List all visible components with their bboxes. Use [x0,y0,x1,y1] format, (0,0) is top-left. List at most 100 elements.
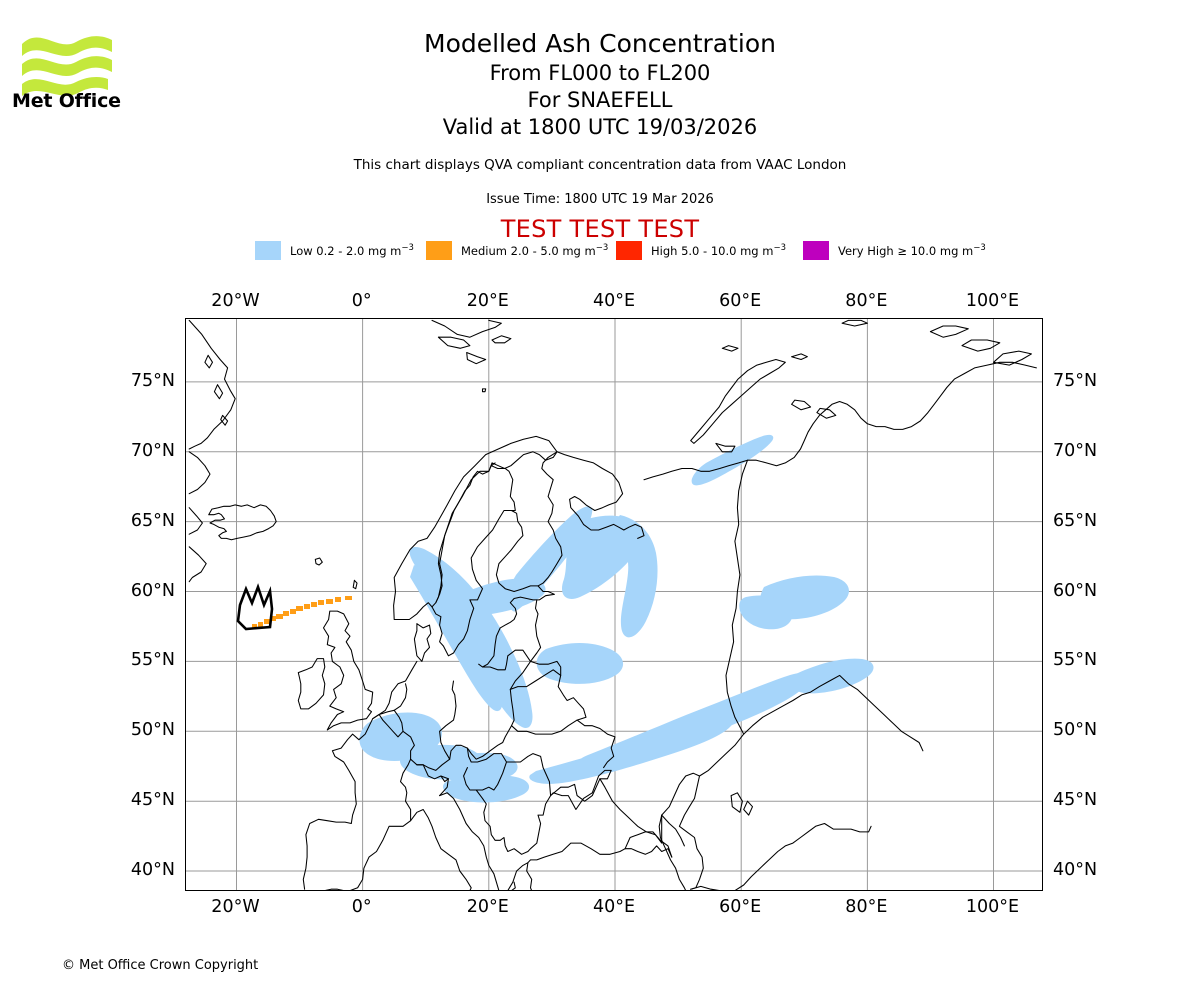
lat-tick-left-3: 55°N [130,650,175,671]
coast-path-27 [992,350,1032,366]
legend-label-1: Medium 2.0 - 5.0 mg m−3 [461,242,609,258]
coast-path-49 [734,822,872,890]
coast-path-23 [715,442,736,453]
coast-path-2 [204,354,214,369]
copyright-text: © Met Office Crown Copyright [62,958,259,973]
qva-note: This chart displays QVA compliant concen… [353,157,847,173]
lon-tick-top-1: 0° [351,291,372,311]
lon-tick-bottom-2: 20°E [466,897,509,917]
coast-path-13 [491,335,512,344]
issue-time: Issue Time: 1800 UTC 19 Mar 2026 [486,192,714,207]
flight-level-range: From FL000 to FL200 [489,61,711,85]
coast-path-56 [463,747,508,791]
source-region-outline [236,583,274,631]
coast-path-64 [440,775,449,783]
legend-swatch-3 [803,240,829,260]
coast-path-68 [599,778,663,844]
coast-path-16 [431,509,555,668]
lon-tick-top-6: 100°E [965,291,1020,311]
test-banner: TEST TEST TEST [500,215,700,243]
lon-tick-top-5: 80°E [845,291,888,311]
lat-tick-left-2: 50°N [130,720,175,741]
coast-path-48 [690,885,720,890]
valid-time: Valid at 1800 UTC 19/03/2026 [442,115,758,139]
met-office-logo [12,22,132,112]
legend-label-3: Very High ≥ 10.0 mg m−3 [838,242,986,258]
coast-path-11 [437,336,471,349]
legend-swatch-0 [255,240,281,260]
coast-path-53 [399,758,412,822]
coast-path-7 [208,504,277,541]
coast-path-18 [439,462,496,565]
lat-tick-right-7: 75°N [1053,370,1098,391]
lon-tick-top-0: 20°W [211,291,260,311]
coast-path-69 [526,862,533,890]
concentration-legend: Low 0.2 - 2.0 mg m−3 Medium 2.0 - 5.0 mg … [255,240,995,260]
coast-path-25 [929,325,969,338]
coast-path-5 [188,507,203,535]
coast-path-12 [466,351,487,365]
lon-tick-top-3: 40°E [592,291,636,311]
coast-path-6 [188,546,207,583]
coast-path-52 [378,713,404,738]
lon-tick-bottom-5: 80°E [845,897,888,917]
coast-path-72 [725,459,749,735]
coast-path-43 [658,814,687,890]
lat-tick-right-2: 50°N [1053,720,1098,741]
coast-path-58 [505,753,552,797]
coast-path-9 [352,579,358,590]
lon-tick-bottom-1: 0° [351,897,372,917]
legend-label-0: Low 0.2 - 2.0 mg m−3 [290,242,414,258]
coast-path-44 [730,792,743,813]
coast-path-24 [841,319,868,327]
coast-path-67 [624,831,673,858]
lat-tick-left-7: 75°N [130,370,175,391]
coast-path-1 [188,451,211,495]
legend-item-1: Medium 2.0 - 5.0 mg m−3 [426,240,608,260]
coast-path-36 [302,660,418,890]
coast-path-26 [961,339,1001,352]
coast-path-39 [439,792,500,890]
lon-tick-bottom-4: 60°E [719,897,762,917]
map-container: 20°W 0° 20°E 40°E 60°E 80°E 100°E 20°W 0° 20°E 40… [131,291,1097,917]
coast-path-19 [490,465,516,512]
coast-path-37 [325,888,344,890]
lat-tick-left-6: 70°N [130,440,175,461]
legend-item-3: Very High ≥ 10.0 mg m−3 [803,240,986,260]
coast-path-30 [791,399,812,411]
coast-path-17 [435,563,443,604]
lat-tick-left-1: 45°N [130,790,175,811]
coast-path-40 [507,842,626,890]
lat-tick-right-4: 60°N [1053,580,1098,601]
coast-path-61 [529,660,562,676]
volcano-name: For SNAEFELL [527,88,673,112]
coast-path-42 [661,772,704,890]
coast-path-31 [816,407,837,419]
met-office-wordmark: Met Office [12,90,121,112]
lat-tick-left-5: 65°N [130,510,175,531]
lat-tick-right-6: 70°N [1053,440,1098,461]
coast-path-22 [690,358,786,444]
coast-path-38 [350,808,472,890]
lon-tick-top-2: 20°E [466,291,509,311]
legend-label-2: High 5.0 - 10.0 mg m−3 [651,242,786,258]
coast-path-32 [643,361,1037,481]
ash-plume-medium [252,596,352,629]
legend-swatch-1 [426,240,452,260]
page-title: Modelled Ash Concentration [424,29,776,58]
coast-path-35 [413,623,432,662]
lat-tick-right-5: 65°N [1053,510,1098,531]
coast-path-66 [624,845,673,858]
coast-path-0 [188,319,236,450]
lat-tick-left-4: 60°N [130,580,175,601]
chart-title-block: Modelled Ash Concentration From FL000 to… [0,28,1200,141]
coast-path-3 [213,384,224,400]
map-plot-area [185,318,1043,891]
lon-tick-bottom-0: 20°W [211,897,260,917]
coast-path-34 [297,658,326,710]
coast-path-47 [661,814,685,847]
lon-tick-bottom-3: 40°E [592,897,636,917]
lat-tick-right-3: 55°N [1053,650,1098,671]
coast-path-70 [511,881,516,890]
